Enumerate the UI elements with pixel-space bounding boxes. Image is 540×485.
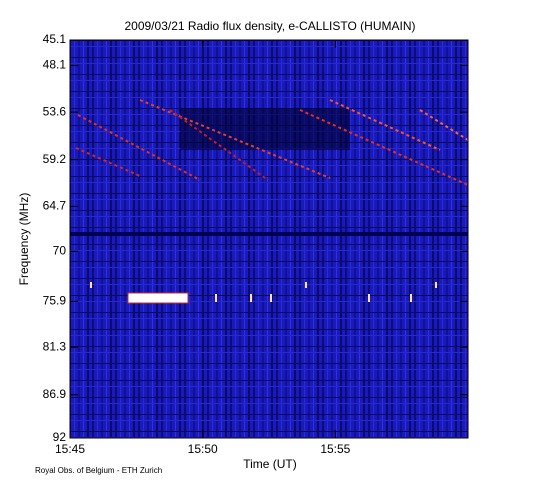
plot-frame bbox=[69, 39, 469, 439]
dark-region bbox=[180, 108, 350, 150]
y-axis-label: Frequency (MHz) bbox=[17, 193, 31, 286]
y-tick-label: 53.6 bbox=[43, 104, 67, 118]
drift-bursts bbox=[75, 99, 469, 186]
x-axis-label: Time (UT) bbox=[243, 457, 297, 471]
y-tick-label: 45.1 bbox=[43, 32, 67, 46]
y-tick-label: 64.7 bbox=[43, 199, 67, 213]
y-tick-label: 70 bbox=[53, 243, 67, 257]
y-tick-label: 59.2 bbox=[43, 152, 67, 166]
y-tick-label: 86.9 bbox=[43, 387, 67, 401]
x-tick-label: 15:45 bbox=[55, 442, 85, 456]
y-tick-label: 92 bbox=[53, 430, 67, 444]
spikes bbox=[90, 282, 437, 302]
credit: Royal Obs. of Belgium - ETH Zurich bbox=[35, 466, 162, 475]
dark-band bbox=[70, 232, 468, 236]
y-tick-label: 75.9 bbox=[43, 294, 67, 308]
chart-title: 2009/03/21 Radio flux density, e-CALLIST… bbox=[124, 19, 415, 33]
y-tick-label: 48.1 bbox=[43, 58, 67, 72]
burst bbox=[127, 292, 189, 304]
x-tick-label: 15:50 bbox=[188, 442, 218, 456]
spectrogram-image bbox=[70, 40, 468, 438]
x-tick-label: 15:55 bbox=[320, 442, 350, 456]
y-tick-label: 81.3 bbox=[43, 339, 67, 353]
